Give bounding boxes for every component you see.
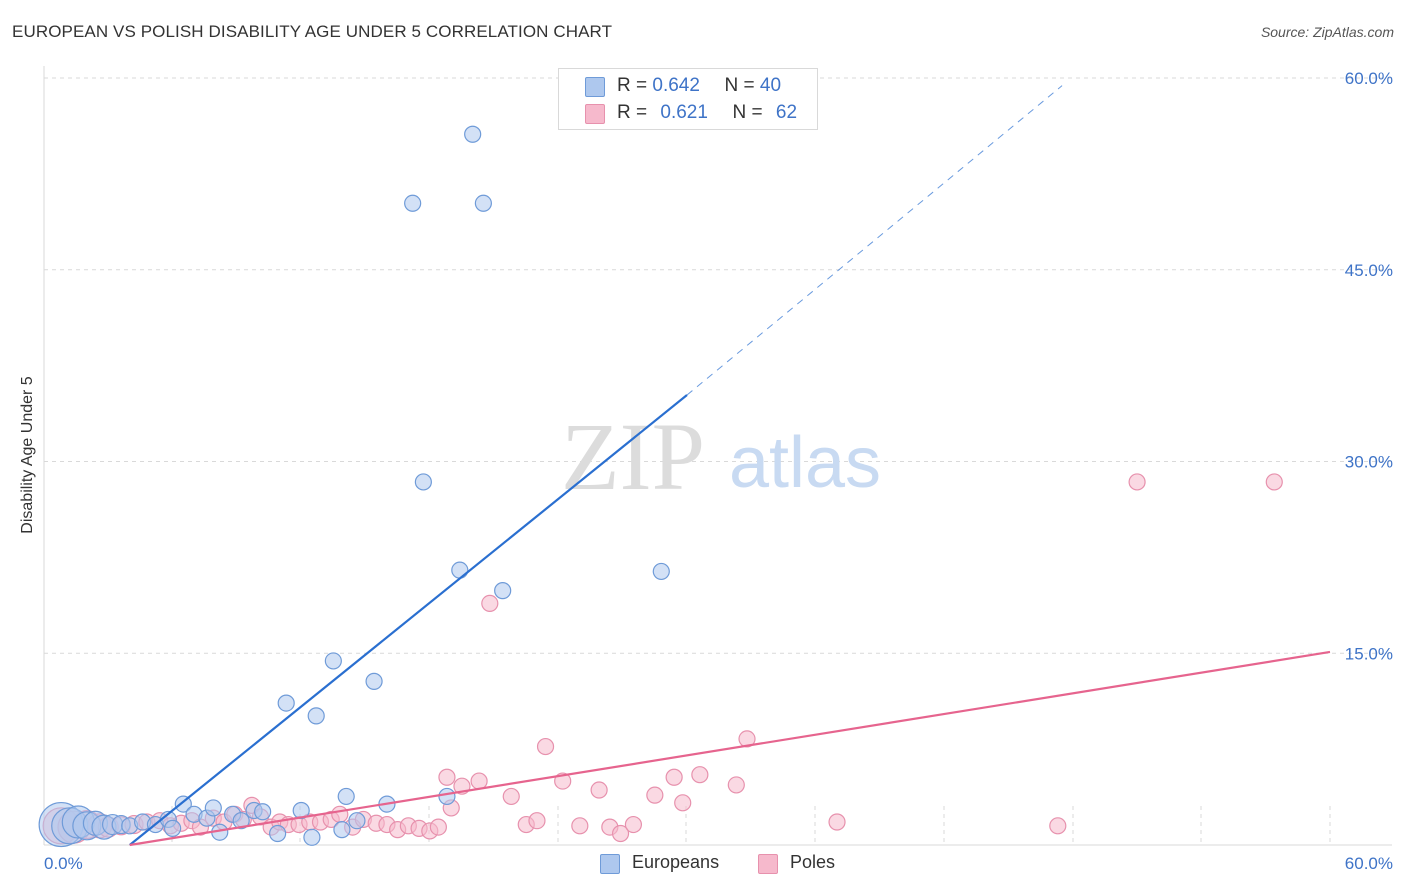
legend-n-label: N = — [732, 102, 763, 123]
europeans-point — [494, 582, 512, 600]
europeans-point — [464, 125, 482, 143]
poles-point — [528, 812, 546, 830]
y-tick-label: 60.0% — [1345, 69, 1393, 88]
europeans-point — [277, 694, 295, 712]
watermark-zip: ZIP — [561, 403, 705, 510]
poles-point — [1128, 473, 1146, 491]
europeans-point — [365, 672, 383, 690]
europeans-point — [404, 194, 422, 212]
europeans-point — [232, 812, 250, 830]
europeans-point — [348, 812, 366, 830]
watermark: ZIP atlas — [561, 403, 881, 510]
poles-n-value: 62 — [775, 102, 798, 123]
europeans-point — [333, 821, 351, 839]
europeans-r-value: 0.642 — [652, 75, 700, 96]
poles-point — [674, 794, 692, 812]
watermark-atlas: atlas — [729, 423, 881, 503]
europeans-point — [451, 561, 469, 579]
poles-point — [429, 818, 447, 836]
europeans-n-value: 40 — [759, 75, 782, 96]
y-tick-label: 45.0% — [1345, 261, 1393, 280]
y-tick-label: 30.0% — [1345, 453, 1393, 472]
europeans-point — [254, 803, 272, 821]
poles-point — [665, 768, 683, 786]
europeans-point — [414, 473, 432, 491]
poles-point — [611, 824, 630, 843]
trend-lines — [129, 85, 1331, 847]
poles-legend-label: Poles — [790, 852, 836, 872]
legend-n-label: N = — [724, 75, 755, 96]
poles-point — [438, 768, 456, 786]
stats-legend: R = 0.642 N = 40 R = 0.621 N = 62 — [558, 68, 818, 130]
poles-point — [502, 787, 520, 806]
legend-r-label: R = — [617, 75, 648, 96]
tick-labels: 15.0% 30.0% 45.0% 60.0% 0.0% 60.0% — [44, 69, 1393, 873]
poles-point — [624, 815, 643, 834]
poles-point — [481, 594, 499, 612]
x-tick-label: 60.0% — [1345, 854, 1393, 873]
gridlines — [43, 66, 1392, 846]
europeans-point — [164, 819, 182, 837]
europeans-point — [204, 799, 222, 817]
europeans-point — [474, 194, 492, 212]
europeans-trend-extension — [686, 85, 1063, 396]
europeans-point — [303, 828, 321, 846]
poles-point — [571, 817, 589, 835]
poles-points — [42, 473, 1283, 845]
poles-swatch — [585, 104, 605, 124]
poles-point — [1265, 473, 1283, 491]
poles-point — [470, 772, 488, 790]
y-tick-label: 15.0% — [1345, 644, 1393, 663]
poles-point — [646, 786, 664, 804]
poles-point — [738, 730, 756, 748]
europeans-legend-label: Europeans — [632, 852, 720, 872]
europeans-swatch — [585, 77, 605, 97]
chart-title: EUROPEAN VS POLISH DISABILITY AGE UNDER … — [12, 22, 613, 41]
source-label: Source: ZipAtlas.com — [1260, 24, 1394, 40]
x-tick-label: 0.0% — [44, 854, 83, 873]
poles-point — [331, 805, 349, 823]
poles-legend-swatch — [758, 854, 778, 874]
poles-point — [1049, 817, 1067, 835]
europeans-point — [337, 787, 355, 806]
europeans-point — [269, 824, 287, 843]
europeans-points — [38, 125, 670, 848]
europeans-trend-line — [129, 394, 688, 846]
poles-point — [590, 781, 608, 799]
europeans-point — [174, 795, 192, 813]
poles-point — [536, 737, 555, 756]
europeans-point — [438, 787, 456, 806]
poles-trend-line — [129, 650, 1331, 847]
poles-point — [727, 776, 745, 794]
poles-r-value: 0.621 — [660, 102, 708, 123]
poles-point — [691, 766, 709, 784]
europeans-legend-swatch — [600, 854, 620, 874]
europeans-point — [324, 652, 342, 670]
poles-point — [828, 813, 846, 831]
europeans-point — [652, 562, 670, 581]
europeans-point — [307, 707, 325, 725]
legend-r-label: R = — [617, 102, 648, 123]
